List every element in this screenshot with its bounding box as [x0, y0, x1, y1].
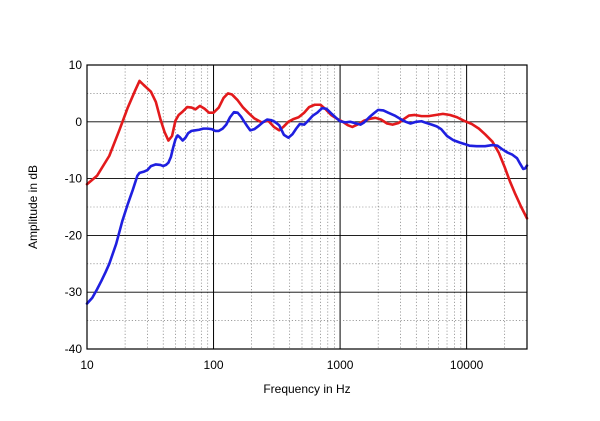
y-axis-title: Amplitude in dB [26, 165, 40, 249]
y-tick-label: 0 [75, 115, 82, 129]
series-lines [85, 79, 529, 305]
y-tick-label: -30 [65, 285, 83, 299]
red-response-line [85, 79, 529, 220]
y-tick-label: 10 [69, 58, 83, 72]
x-tick-label: 100 [204, 358, 224, 372]
x-axis-title: Frequency in Hz [263, 382, 350, 396]
x-tick-label: 10 [80, 358, 94, 372]
y-tick-label: -40 [65, 342, 83, 356]
y-tick-label: -20 [65, 228, 83, 242]
x-tick-label: 10000 [450, 358, 484, 372]
x-tick-labels: 10 100 1000 10000 [80, 358, 483, 372]
y-tick-label: -10 [65, 172, 83, 186]
x-tick-label: 1000 [327, 358, 354, 372]
y-tick-labels: 10 0 -10 -20 -30 -40 [65, 58, 83, 356]
plot-frame [86, 64, 528, 350]
blue-response-line [85, 106, 529, 305]
